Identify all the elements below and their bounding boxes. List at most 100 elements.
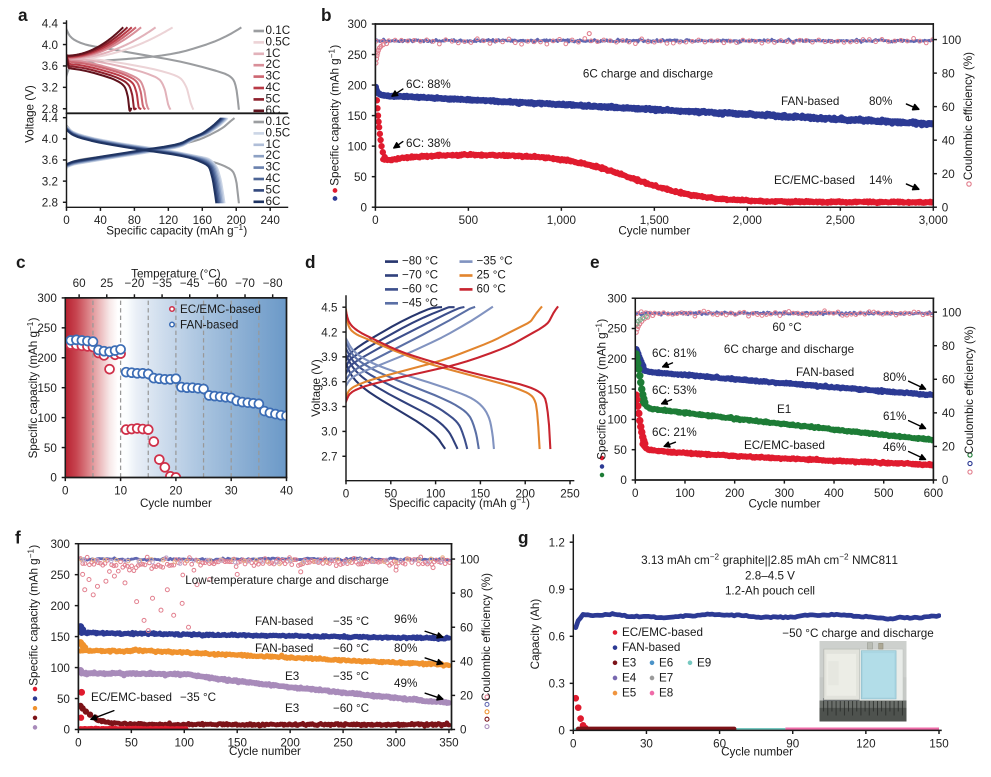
svg-text:100: 100	[37, 412, 57, 425]
svg-text:4.2: 4.2	[321, 326, 337, 339]
svg-text:S p e c i: S p e c i f i c c a p a c i t y ( m A h …	[106, 210, 253, 239]
svg-text:0: 0	[620, 474, 627, 487]
svg-text:Coulombic efficiency (%): Coulombic efficiency (%)	[962, 52, 975, 180]
svg-text:S p e c i: S p e c i f i c c a p a c i t y ( m A h …	[389, 483, 536, 512]
svg-text:200: 200	[280, 736, 300, 749]
svg-text:300: 300	[50, 538, 70, 551]
svg-text:−70 °C: −70 °C	[402, 269, 438, 282]
svg-text:80: 80	[942, 340, 955, 353]
svg-text:−45 °C: −45 °C	[402, 296, 438, 309]
svg-text:e: e	[590, 252, 600, 272]
svg-text:S p e c i: S p e c i f i c c a p a c i t y ( m A h …	[13, 539, 42, 686]
svg-text:300: 300	[607, 292, 627, 305]
svg-text:0: 0	[63, 214, 70, 227]
svg-text:30: 30	[640, 737, 653, 750]
svg-text:−60: −60	[207, 277, 227, 290]
svg-text:−50 °C charge and discharge: −50 °C charge and discharge	[782, 627, 933, 640]
svg-text:EC/EMC-based: EC/EMC-based	[744, 439, 825, 452]
svg-text:120: 120	[159, 214, 179, 227]
svg-text:−35 °C: −35 °C	[333, 615, 369, 628]
svg-text:4C: 4C	[266, 172, 281, 185]
svg-text:E3: E3	[285, 670, 299, 683]
svg-text:150: 150	[471, 488, 491, 501]
svg-text:20: 20	[942, 168, 955, 181]
svg-text:150: 150	[607, 383, 627, 396]
svg-text:−45: −45	[180, 277, 200, 290]
svg-text:6C: 81%: 6C: 81%	[652, 347, 697, 360]
svg-text:100: 100	[50, 662, 70, 675]
svg-text:EC/EMC-based: EC/EMC-based	[774, 174, 855, 187]
svg-text:300: 300	[37, 292, 57, 305]
svg-text:4.4: 4.4	[42, 17, 59, 30]
svg-text:c: c	[16, 252, 26, 272]
svg-text:40: 40	[942, 134, 955, 147]
svg-text:49%: 49%	[394, 677, 417, 690]
svg-text:25 °C: 25 °C	[476, 269, 505, 282]
svg-text:100: 100	[426, 488, 446, 501]
svg-text:200: 200	[725, 487, 745, 500]
svg-text:Cycle number: Cycle number	[618, 225, 690, 238]
svg-text:200: 200	[347, 79, 367, 92]
svg-text:60: 60	[460, 621, 473, 634]
svg-text:100: 100	[942, 34, 962, 47]
svg-text:−60 °C: −60 °C	[333, 642, 369, 655]
svg-text:80: 80	[942, 67, 955, 80]
svg-text:E3: E3	[622, 656, 636, 669]
svg-text:0: 0	[62, 484, 69, 497]
svg-text:0: 0	[570, 737, 577, 750]
svg-text:5C: 5C	[266, 92, 281, 105]
svg-text:FAN-based: FAN-based	[796, 366, 854, 379]
svg-text:E5: E5	[622, 687, 636, 700]
svg-text:1,500: 1,500	[640, 214, 670, 227]
svg-text:3.0: 3.0	[321, 426, 338, 439]
svg-text:200: 200	[50, 600, 70, 613]
svg-text:150: 150	[50, 631, 70, 644]
svg-text:50: 50	[614, 444, 627, 457]
svg-text:0.1C: 0.1C	[266, 24, 291, 37]
svg-text:80: 80	[460, 587, 473, 600]
svg-text:0: 0	[942, 474, 949, 487]
svg-text:EC/EMC-based: EC/EMC-based	[622, 626, 703, 639]
svg-text:0.1C: 0.1C	[266, 115, 291, 128]
svg-text:−35 °C: −35 °C	[180, 691, 216, 704]
svg-text:5C: 5C	[266, 183, 281, 196]
svg-text:100: 100	[942, 306, 962, 319]
svg-text:40: 40	[280, 484, 293, 497]
svg-text:0: 0	[632, 487, 639, 500]
svg-text:E9: E9	[697, 656, 711, 669]
svg-text:3 . 1 3: 3 . 1 3 m A h c m g r a p h i t e | | 2 …	[641, 540, 904, 569]
svg-text:FAN-based: FAN-based	[781, 95, 839, 108]
svg-text:6C: 53%: 6C: 53%	[652, 384, 697, 397]
svg-text:500: 500	[874, 487, 894, 500]
svg-text:25: 25	[100, 277, 113, 290]
svg-text:Low-temperature charge and dis: Low-temperature charge and discharge	[185, 574, 388, 587]
svg-text:E7: E7	[659, 671, 673, 684]
svg-text:6C charge and discharge: 6C charge and discharge	[583, 68, 713, 81]
svg-text:4.5: 4.5	[321, 301, 337, 314]
svg-text:Cycle number: Cycle number	[140, 497, 212, 510]
svg-text:3.2: 3.2	[42, 175, 58, 188]
svg-text:3.2: 3.2	[42, 82, 58, 95]
svg-text:Cycle number: Cycle number	[748, 497, 820, 510]
svg-text:E4: E4	[622, 671, 637, 684]
svg-text:100: 100	[607, 414, 627, 427]
svg-text:90: 90	[786, 737, 799, 750]
svg-text:46%: 46%	[883, 441, 906, 454]
svg-text:2.8–4.5 V: 2.8–4.5 V	[745, 569, 795, 582]
svg-text:30: 30	[225, 484, 238, 497]
svg-text:FAN-based: FAN-based	[255, 615, 313, 628]
svg-text:−70: −70	[235, 277, 255, 290]
svg-text:50: 50	[354, 171, 367, 184]
svg-text:1C: 1C	[266, 138, 281, 151]
svg-text:250: 250	[607, 323, 627, 336]
svg-text:FAN-based: FAN-based	[180, 319, 238, 332]
svg-text:10: 10	[114, 484, 127, 497]
svg-text:200: 200	[227, 214, 247, 227]
svg-text:2,500: 2,500	[826, 214, 856, 227]
svg-text:50: 50	[57, 693, 70, 706]
svg-text:3.6: 3.6	[42, 154, 58, 167]
svg-text:150: 150	[37, 382, 57, 395]
svg-text:Coulombic efficiency (%): Coulombic efficiency (%)	[963, 326, 976, 454]
svg-text:S p e c i: S p e c i f i c c a p a c i t y ( m A h …	[13, 311, 42, 458]
svg-text:50: 50	[384, 488, 397, 501]
